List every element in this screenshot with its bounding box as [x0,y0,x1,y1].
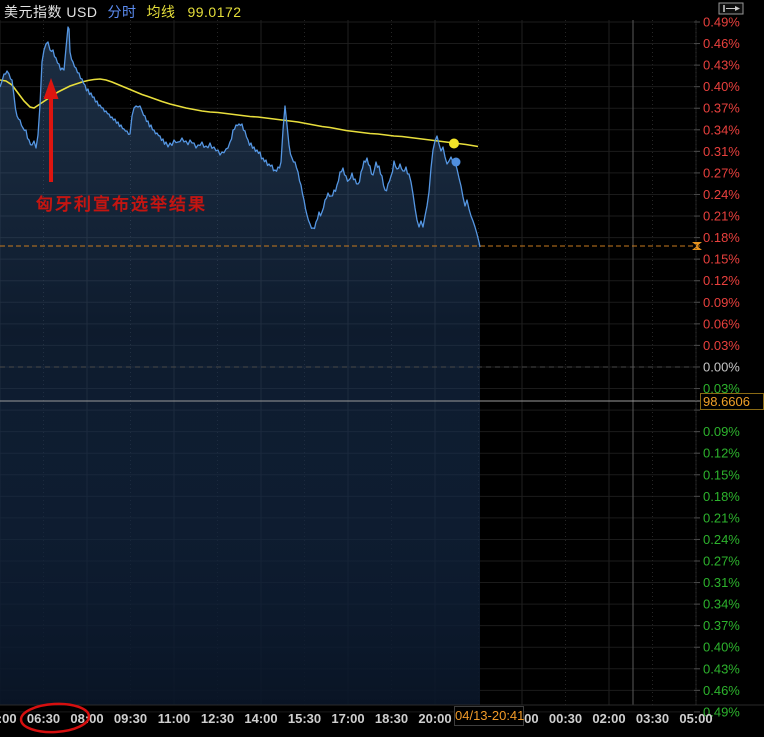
right-axis-label: 0.03% [703,381,740,396]
right-axis-label: 0.43% [703,58,740,73]
time-axis-label: 06:30 [27,711,60,726]
time-axis-label: 12:30 [201,711,234,726]
symbol-name: 美元指数 USD [4,4,98,20]
right-axis-label: 0.31% [703,575,740,590]
last-tick-timestamp: 04/13-20:41 [454,706,524,726]
ma-dot [449,138,459,149]
time-axis-label: 08:00 [70,711,103,726]
time-axis-label: 00:30 [549,711,582,726]
right-axis-label: 0.18% [703,230,740,245]
time-axis-label: 03:30 [636,711,669,726]
right-axis-label: 0.12% [703,446,740,461]
right-axis-label: 0.31% [703,144,740,159]
right-axis-label: 0.21% [703,209,740,224]
right-axis-label: 0.34% [703,122,740,137]
right-axis-label: 0.24% [703,187,740,202]
current-price-axis-marker [692,242,702,250]
right-axis-label: 0.09% [703,424,740,439]
time-axis-label: 02:00 [592,711,625,726]
period-mode-label[interactable]: 分时 [107,4,137,20]
right-axis-label: 0.03% [703,338,740,353]
time-axis-label: 11:00 [158,711,191,726]
right-axis-label: 0.49% [703,704,740,719]
tool-icon-arrow-head [735,6,740,11]
event-annotation-text: 匈牙利宣布选举结果 [36,195,207,214]
right-axis-label: 0.21% [703,510,740,525]
right-axis-label: 0.06% [703,316,740,331]
time-axis-label: 20:00 [418,711,451,726]
time-axis-label: 18:30 [375,711,408,726]
right-axis-label: 0.37% [703,101,740,116]
time-axis-label: 05:00 [679,711,712,726]
right-axis-label: 0.15% [703,467,740,482]
right-axis-label: 0.24% [703,532,740,547]
price-dot [451,157,461,167]
right-axis-label: 0.18% [703,489,740,504]
right-axis-label: 0.49% [703,15,740,30]
time-axis-label: 09:30 [114,711,147,726]
time-axis-label: 15:30 [288,711,321,726]
crosshair-price-readout: 98.6606 [700,393,764,410]
right-axis-label: 0.34% [703,597,740,612]
annotation-arrow-head [43,78,59,99]
ma-line [0,78,479,148]
ma-legend-label: 均线 [146,4,176,20]
right-axis-label: 0.46% [703,36,740,51]
time-axis-label: 05:00 [0,711,17,726]
right-axis-label: 0.27% [703,165,740,180]
right-axis-label: 0.40% [703,79,740,94]
price-line [0,26,481,248]
right-axis-label: 0.27% [703,554,740,569]
right-axis-label: 0.09% [703,295,740,310]
right-axis-label: 0.46% [703,683,740,698]
right-axis-label: 0.40% [703,640,740,655]
right-axis-label: 0.37% [703,618,740,633]
right-axis-label: 0.15% [703,252,740,267]
right-axis-label: 0.43% [703,661,740,676]
right-axis-label: 0.12% [703,273,740,288]
right-axis-label: 0.00% [703,359,740,374]
time-axis-label: 17:00 [331,711,364,726]
time-axis-label: 14:00 [244,711,277,726]
highlight-ellipse [19,702,91,734]
chart-title: 美元指数 USD 分时 均线 99.0172 [4,2,242,22]
price-area-fill [0,27,480,705]
ma-value: 99.0172 [187,4,242,20]
